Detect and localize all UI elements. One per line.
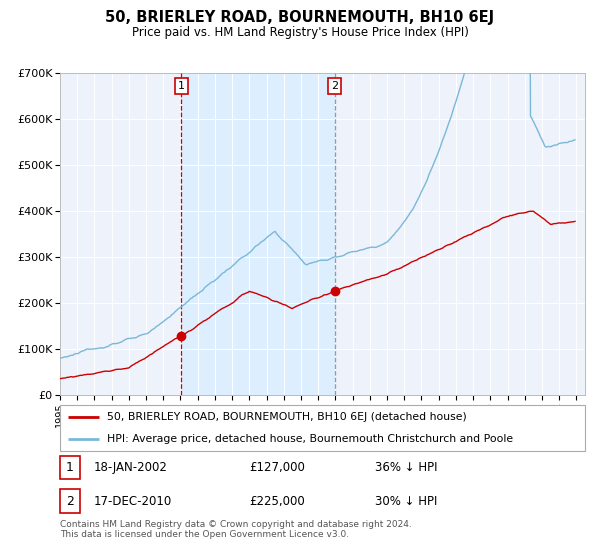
Text: 2: 2 (66, 494, 74, 507)
Text: 17-DEC-2010: 17-DEC-2010 (94, 494, 172, 507)
Text: Price paid vs. HM Land Registry's House Price Index (HPI): Price paid vs. HM Land Registry's House … (131, 26, 469, 39)
FancyBboxPatch shape (60, 489, 80, 513)
Text: HPI: Average price, detached house, Bournemouth Christchurch and Poole: HPI: Average price, detached house, Bour… (107, 435, 514, 444)
Text: 50, BRIERLEY ROAD, BOURNEMOUTH, BH10 6EJ: 50, BRIERLEY ROAD, BOURNEMOUTH, BH10 6EJ (106, 10, 494, 25)
Text: 30% ↓ HPI: 30% ↓ HPI (375, 494, 437, 507)
Bar (181, 73, 335, 395)
FancyBboxPatch shape (60, 456, 80, 479)
Text: £127,000: £127,000 (249, 461, 305, 474)
Text: 36% ↓ HPI: 36% ↓ HPI (375, 461, 437, 474)
Text: 50, BRIERLEY ROAD, BOURNEMOUTH, BH10 6EJ (detached house): 50, BRIERLEY ROAD, BOURNEMOUTH, BH10 6EJ… (107, 412, 467, 422)
Text: £225,000: £225,000 (249, 494, 305, 507)
Text: Contains HM Land Registry data © Crown copyright and database right 2024.
This d: Contains HM Land Registry data © Crown c… (60, 520, 412, 539)
Text: 2: 2 (331, 81, 338, 91)
Text: 1: 1 (178, 81, 185, 91)
FancyBboxPatch shape (60, 405, 585, 451)
Text: 1: 1 (66, 461, 74, 474)
Text: 18-JAN-2002: 18-JAN-2002 (94, 461, 168, 474)
